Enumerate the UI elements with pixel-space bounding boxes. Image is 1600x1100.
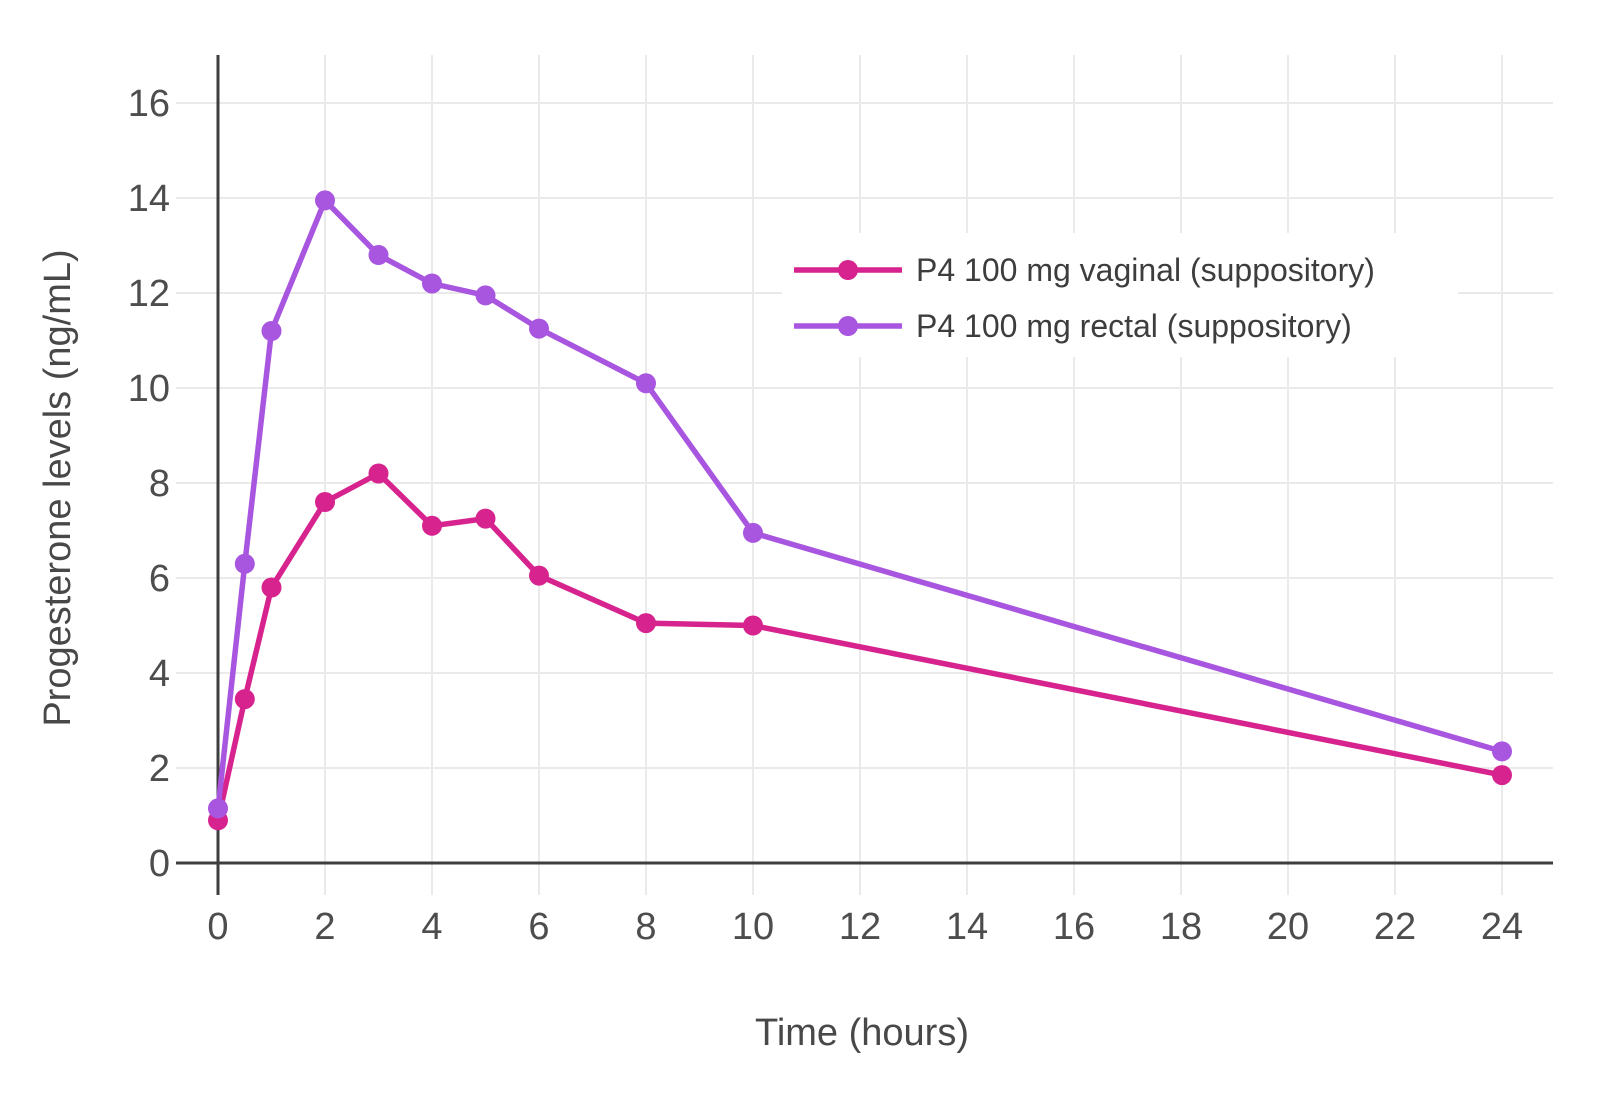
x-tick-label-6: 6 — [528, 906, 549, 948]
data-point-vaginal-1 — [261, 577, 282, 598]
data-point-vaginal-3 — [368, 463, 389, 484]
data-point-vaginal-0.5 — [234, 689, 255, 710]
x-tick-label-4: 4 — [421, 906, 442, 948]
data-point-rectal-8 — [636, 373, 656, 394]
legend-item-rectal: P4 100 mg rectal (suppository) — [794, 308, 1352, 344]
data-point-rectal-0.5 — [234, 553, 255, 574]
data-point-rectal-1 — [261, 321, 282, 341]
y-tick-label-12: 12 — [128, 273, 170, 315]
data-point-vaginal-10 — [743, 615, 763, 636]
data-point-vaginal-8 — [636, 613, 656, 634]
y-tick-label-14: 14 — [128, 178, 170, 220]
series-vaginal — [208, 463, 1512, 831]
legend-item-vaginal: P4 100 mg vaginal (suppository) — [794, 252, 1375, 288]
x-tick-label-12: 12 — [839, 906, 881, 948]
data-point-vaginal-24 — [1492, 765, 1512, 786]
legend-marker-rectal — [838, 316, 858, 336]
y-tick-label-6: 6 — [149, 558, 170, 600]
data-point-vaginal-4 — [422, 515, 442, 536]
y-tick-label-8: 8 — [149, 463, 170, 505]
data-series — [208, 190, 1512, 831]
x-tick-label-24: 24 — [1481, 906, 1523, 948]
x-axis-title: Time (hours) — [755, 1012, 969, 1054]
y-tick-label-10: 10 — [128, 368, 170, 410]
x-tick-label-16: 16 — [1053, 906, 1095, 948]
x-tick-label-18: 18 — [1160, 906, 1202, 948]
x-tick-label-10: 10 — [732, 906, 774, 948]
x-tick-label-22: 22 — [1374, 906, 1416, 948]
data-point-rectal-3 — [368, 245, 389, 265]
data-point-rectal-24 — [1492, 741, 1512, 762]
legend-marker-vaginal — [838, 260, 858, 280]
x-tick-label-8: 8 — [635, 906, 656, 948]
series-rectal — [208, 190, 1512, 819]
legend: P4 100 mg vaginal (suppository) P4 100 m… — [782, 233, 1458, 357]
y-axis-title: Progesterone levels (ng/mL) — [37, 249, 79, 726]
y-tick-label-2: 2 — [149, 748, 170, 790]
data-point-rectal-6 — [529, 318, 549, 339]
x-tick-label-0: 0 — [207, 906, 228, 948]
data-point-vaginal-2 — [315, 492, 335, 512]
x-axis-tick-labels: 0 2 4 6 8 10 12 14 16 18 20 22 24 — [207, 906, 1523, 948]
y-axis-tick-labels: 0 2 4 6 8 10 12 14 16 — [128, 83, 170, 885]
data-point-rectal-0 — [208, 798, 228, 819]
y-tick-label-0: 0 — [149, 843, 170, 885]
data-point-rectal-10 — [743, 522, 763, 543]
x-tick-label-20: 20 — [1267, 906, 1309, 948]
data-point-vaginal-5 — [475, 508, 496, 529]
x-tick-label-2: 2 — [314, 906, 335, 948]
data-point-rectal-5 — [475, 285, 496, 306]
legend-label-rectal: P4 100 mg rectal (suppository) — [916, 308, 1352, 344]
y-tick-label-16: 16 — [128, 83, 170, 125]
data-point-rectal-4 — [422, 273, 442, 294]
y-tick-label-4: 4 — [149, 653, 170, 695]
legend-background — [782, 233, 1458, 357]
x-tick-label-14: 14 — [946, 906, 988, 948]
legend-label-vaginal: P4 100 mg vaginal (suppository) — [916, 252, 1375, 288]
data-point-vaginal-6 — [529, 565, 549, 586]
axes — [176, 55, 1553, 895]
data-point-rectal-2 — [315, 190, 335, 211]
vertical-gridlines — [324, 55, 1503, 895]
